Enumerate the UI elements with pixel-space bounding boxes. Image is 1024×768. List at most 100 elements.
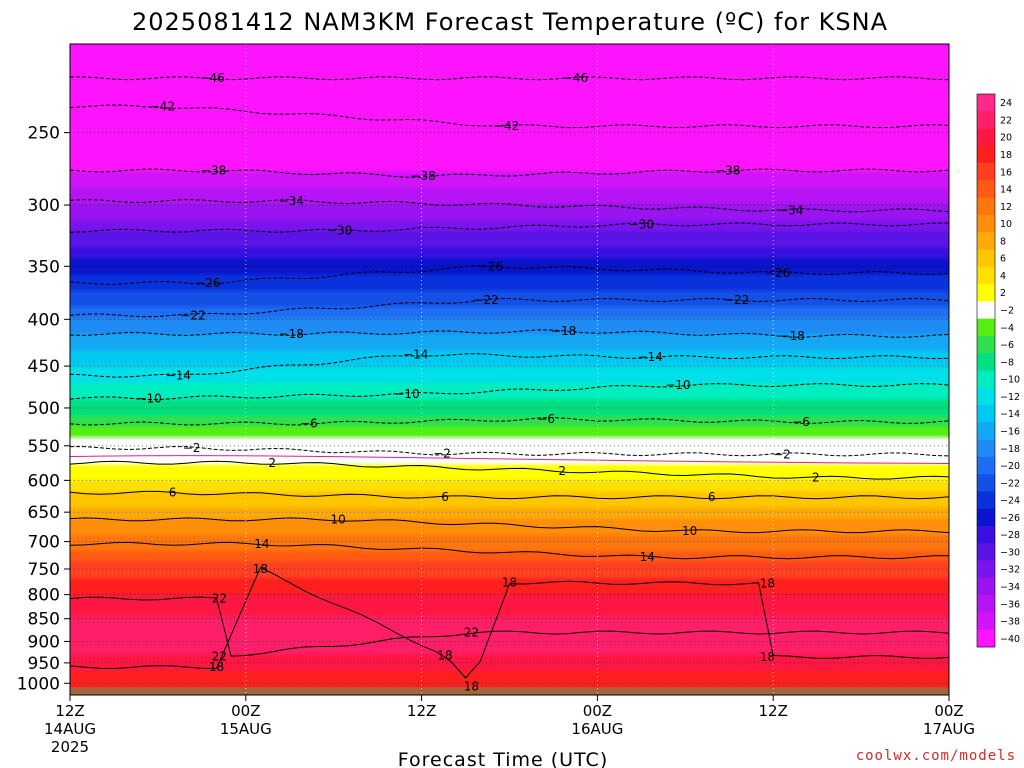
svg-text:18: 18 — [464, 679, 479, 693]
colorbar-swatch — [977, 577, 995, 596]
svg-text:−18: −18 — [780, 329, 805, 343]
contour-label: −22 — [180, 308, 205, 322]
colorbar-swatch — [977, 145, 995, 164]
isotherm--38 — [69, 168, 950, 178]
svg-text:−26: −26 — [765, 266, 790, 280]
isotherm-14 — [69, 541, 949, 560]
svg-text:−30: −30 — [629, 217, 654, 231]
isotherm--18 — [69, 329, 950, 338]
colorbar-label: −28 — [1000, 530, 1020, 541]
colorbar-label: −10 — [1000, 375, 1020, 386]
colorbar-label: −40 — [1000, 634, 1020, 645]
contour-label: −38 — [201, 163, 226, 177]
contour-label: −22 — [724, 293, 749, 307]
colorbar-swatch — [977, 422, 995, 440]
contour-label: 14 — [254, 537, 269, 551]
svg-text:−26: −26 — [195, 276, 220, 290]
contour-label: −30 — [327, 224, 352, 238]
contour-label: −46 — [199, 71, 224, 85]
contour-label: −38 — [410, 169, 435, 183]
svg-text:6: 6 — [708, 490, 716, 504]
colorbar-label: −8 — [1000, 357, 1014, 368]
x-tick-label: 17AUG — [923, 720, 975, 738]
contour-label: 18 — [502, 576, 517, 590]
svg-text:18: 18 — [253, 562, 268, 576]
isotherm-0 — [69, 455, 950, 464]
contour-label: 10 — [330, 512, 345, 526]
x-tick-label: 16AUG — [571, 720, 623, 738]
contour-label: 2 — [812, 471, 820, 485]
contour-label: 10 — [682, 524, 697, 538]
isotherm--14 — [69, 353, 950, 378]
contour-label: 6 — [441, 490, 449, 504]
isotherm--42 — [69, 104, 950, 129]
contour-label: −46 — [563, 71, 588, 85]
colorbar-swatch — [977, 180, 995, 198]
colorbar-swatch — [977, 456, 995, 475]
svg-text:2: 2 — [268, 456, 276, 470]
colorbar-label: 18 — [1000, 150, 1012, 161]
contour-label: 2 — [558, 464, 566, 478]
colorbar-label: −30 — [1000, 547, 1020, 558]
colorbar-swatch — [977, 318, 995, 337]
colorbar-swatch — [977, 94, 995, 112]
y-axis-ticks: 2503003504004505005506006507007508008509… — [17, 124, 70, 694]
contour-label: 18 — [760, 577, 775, 591]
contour-label: 22 — [212, 650, 227, 664]
isotherm--6 — [69, 416, 950, 426]
y-tick-label: 350 — [28, 257, 60, 277]
contour-label: 2 — [268, 456, 276, 470]
svg-text:−18: −18 — [279, 327, 304, 341]
svg-text:−14: −14 — [637, 350, 662, 364]
contour-label: −6 — [792, 415, 810, 429]
colorbar-label: 8 — [1000, 236, 1006, 247]
colorbar-label: −2 — [1000, 306, 1014, 317]
colorbar-label: 6 — [1000, 254, 1006, 265]
svg-text:14: 14 — [254, 537, 269, 551]
contour-label: −18 — [780, 329, 805, 343]
svg-text:10: 10 — [682, 524, 697, 538]
colorbar-label: −14 — [1000, 409, 1020, 420]
x-tick-label: 14AUG — [44, 720, 96, 738]
svg-text:−6: −6 — [792, 415, 810, 429]
y-tick-label: 800 — [28, 586, 60, 606]
svg-text:−10: −10 — [665, 378, 690, 392]
svg-text:10: 10 — [330, 512, 345, 526]
contour-label: 14 — [640, 550, 655, 564]
contour-label: −14 — [403, 347, 428, 361]
contour-label: 18 — [253, 562, 268, 576]
contour-label: 22 — [212, 592, 227, 606]
svg-text:−18: −18 — [551, 324, 576, 338]
svg-text:−30: −30 — [327, 224, 352, 238]
contour-label: −34 — [279, 194, 304, 208]
y-tick-label: 700 — [28, 533, 60, 553]
svg-text:−22: −22 — [724, 293, 749, 307]
colorbar-swatch — [977, 439, 995, 458]
svg-text:−34: −34 — [778, 203, 803, 217]
isotherm-6 — [69, 490, 950, 500]
x-tick-label: 00Z — [231, 702, 260, 720]
y-tick-label: 950 — [28, 654, 60, 674]
svg-text:−14: −14 — [403, 347, 428, 361]
isotherm-2 — [69, 460, 950, 480]
y-tick-label: 650 — [28, 503, 60, 523]
contour-label: −42 — [150, 99, 175, 113]
y-tick-label: 750 — [28, 560, 60, 580]
contour-label: 18 — [760, 650, 775, 664]
colorbar-swatch — [977, 249, 995, 268]
colorbar-label: −38 — [1000, 617, 1020, 628]
plot-frame — [69, 43, 950, 696]
y-tick-label: 400 — [28, 310, 60, 330]
isotherm--30 — [69, 222, 949, 233]
colorbar-label: −22 — [1000, 478, 1020, 489]
colorbar-swatch — [977, 284, 995, 302]
colorbar-legend: 24 22 20 18 16 14 12 10 8 6 4 2 −2 −4 −6 −8 −10 −12 −14 −16… — [976, 93, 1020, 648]
colorbar-swatch — [977, 335, 995, 354]
colorbar-label: 20 — [1000, 133, 1012, 144]
colorbar-swatch — [977, 491, 995, 510]
contour-label: 18 — [464, 679, 479, 693]
isotherm--10 — [69, 383, 950, 401]
colorbar-swatch — [977, 526, 995, 544]
y-tick-label: 300 — [28, 196, 60, 216]
